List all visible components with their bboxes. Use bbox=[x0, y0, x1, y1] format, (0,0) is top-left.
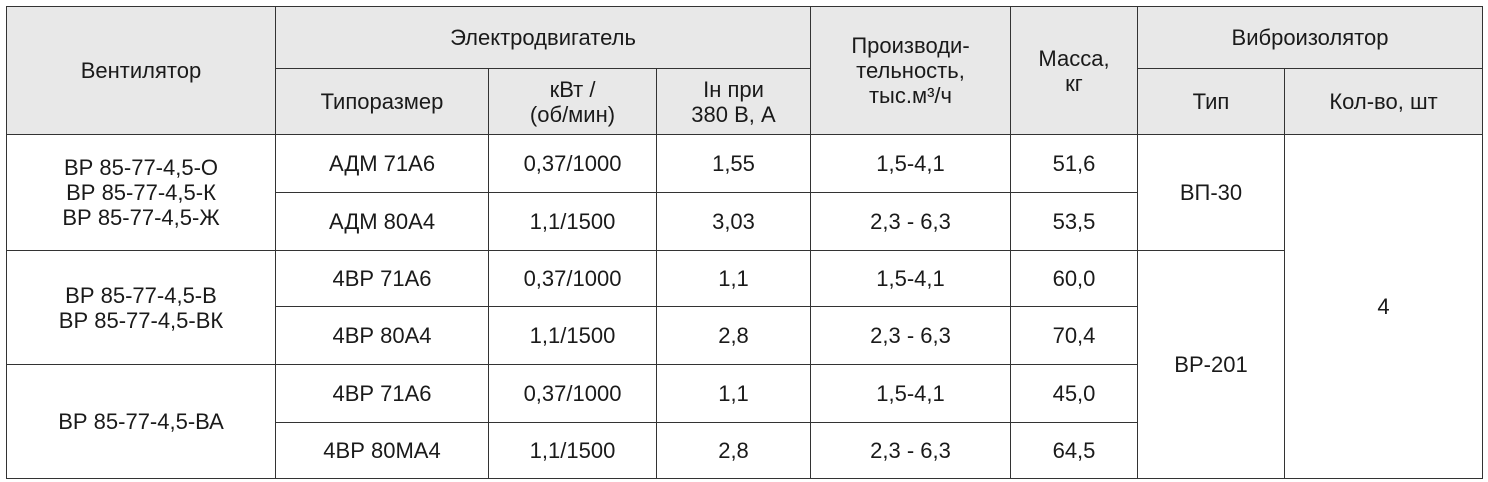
cell: 4ВР 71А6 bbox=[275, 250, 489, 307]
cell: 1,1 bbox=[656, 364, 811, 423]
cell: ВР 85-77-4,5-В ВР 85-77-4,5-ВК bbox=[6, 250, 276, 365]
cell: 0,37/1000 bbox=[488, 134, 657, 193]
cell: 1,1/1500 bbox=[488, 192, 657, 251]
header-cell: Типоразмер bbox=[275, 68, 489, 135]
header-cell: Тип bbox=[1137, 68, 1285, 135]
cell: 2,3 - 6,3 bbox=[810, 306, 1011, 365]
header-cell: Виброизолятор bbox=[1137, 6, 1483, 69]
cell: 2,3 - 6,3 bbox=[810, 422, 1011, 479]
cell: 45,0 bbox=[1010, 364, 1138, 423]
header-cell: Масса, кг bbox=[1010, 6, 1138, 135]
header-cell: Вентилятор bbox=[6, 6, 276, 135]
cell: 2,8 bbox=[656, 306, 811, 365]
cell: 51,6 bbox=[1010, 134, 1138, 193]
cell: ВР 85-77-4,5-ВА bbox=[6, 364, 276, 479]
cell: ВР 85-77-4,5-О ВР 85-77-4,5-К ВР 85-77-4… bbox=[6, 134, 276, 251]
table-body: ВР 85-77-4,5-О ВР 85-77-4,5-К ВР 85-77-4… bbox=[6, 134, 1483, 479]
table-row: 4ВР 80МА4 1,1/1500 2,8 2,3 - 6,3 64,5 bbox=[7, 422, 1483, 479]
cell: 4 bbox=[1284, 134, 1483, 479]
cell: 0,37/1000 bbox=[488, 250, 657, 307]
cell: АДМ 71А6 bbox=[275, 134, 489, 193]
cell: 53,5 bbox=[1010, 192, 1138, 251]
cell: 70,4 bbox=[1010, 306, 1138, 365]
header-cell: Производи- тельность, тыс.м³/ч bbox=[810, 6, 1011, 135]
cell: 1,55 bbox=[656, 134, 811, 193]
cell: 1,5-4,1 bbox=[810, 134, 1011, 193]
cell: 2,3 - 6,3 bbox=[810, 192, 1011, 251]
cell: 1,5-4,1 bbox=[810, 250, 1011, 307]
cell: АДМ 80А4 bbox=[275, 192, 489, 251]
cell: ВР-201 bbox=[1137, 250, 1285, 479]
table-row: ВР 85-77-4,5-В ВР 85-77-4,5-ВК 4ВР 71А6 0,… bbox=[6, 250, 1483, 479]
cell: 2,8 bbox=[656, 422, 811, 479]
cell: 4ВР 80А4 bbox=[275, 306, 489, 365]
header-cell: кВт / (об/мин) bbox=[488, 68, 657, 135]
spec-table: Вентилятор Электродвигатель Производи- т… bbox=[6, 6, 1483, 479]
cell: 1,1/1500 bbox=[488, 306, 657, 365]
cell: 1,1/1500 bbox=[488, 422, 657, 479]
cell: 60,0 bbox=[1010, 250, 1138, 307]
header-cell: Электродвигатель bbox=[275, 6, 811, 69]
cell: 4ВР 71А6 bbox=[275, 364, 489, 423]
table-row: ВР 85-77-4,5-ВА 4ВР 71А6 0,37/1000 1,1 1,5-4… bbox=[6, 364, 1483, 479]
cell: 0,37/1000 bbox=[488, 364, 657, 423]
table-row: 4ВР 80А4 1,1/1500 2,8 2,3 - 6,3 70,4 bbox=[7, 306, 1483, 365]
cell: 64,5 bbox=[1010, 422, 1138, 479]
cell: ВП-30 bbox=[1137, 134, 1285, 251]
header-cell: Кол-во, шт bbox=[1284, 68, 1483, 135]
cell: 1,1 bbox=[656, 250, 811, 307]
cell: 4ВР 80МА4 bbox=[275, 422, 489, 479]
header-cell: Iн при 380 В, А bbox=[656, 68, 811, 135]
cell: 1,5-4,1 bbox=[810, 364, 1011, 423]
cell: 3,03 bbox=[656, 192, 811, 251]
table-row: ВР 85-77-4,5-О ВР 85-77-4,5-К ВР 85-77-4… bbox=[6, 134, 1483, 479]
